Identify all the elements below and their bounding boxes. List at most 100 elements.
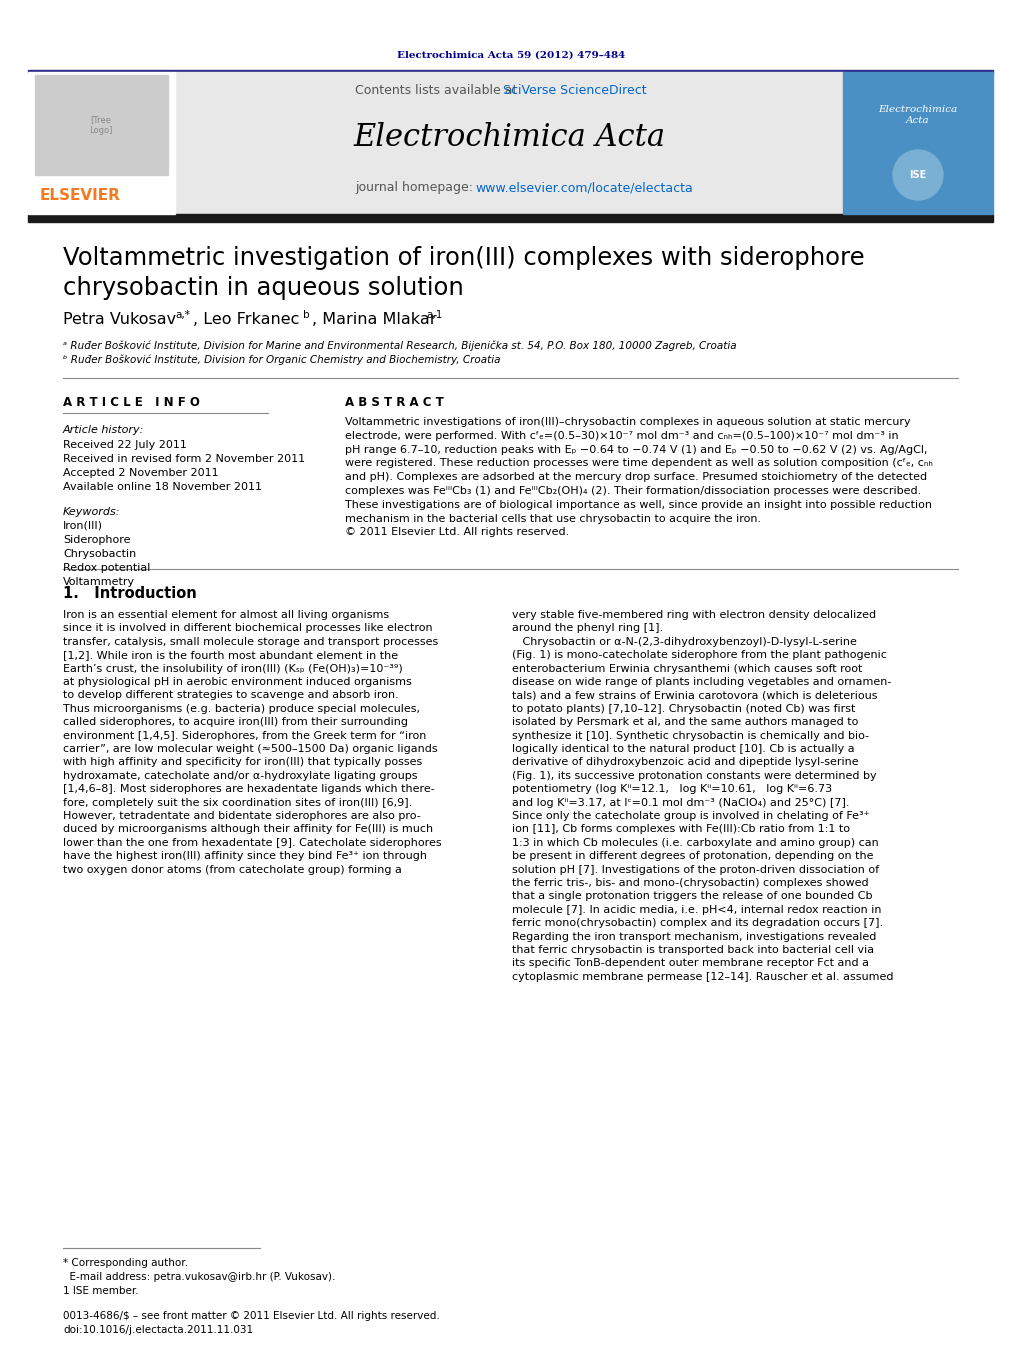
Text: lower than the one from hexadentate [9]. Catecholate siderophores: lower than the one from hexadentate [9].… <box>63 838 442 848</box>
Text: Contents lists available at: Contents lists available at <box>355 84 522 96</box>
Bar <box>843 72 993 213</box>
Bar <box>28 213 993 222</box>
Text: [1,4,6–8]. Most siderophores are hexadentate ligands which there-: [1,4,6–8]. Most siderophores are hexaden… <box>63 784 435 794</box>
Text: at physiological pH in aerobic environment induced organisms: at physiological pH in aerobic environme… <box>63 677 411 688</box>
Text: its specific TonB-dependent outer membrane receptor Fct and a: its specific TonB-dependent outer membra… <box>512 958 869 969</box>
Bar <box>28 72 175 213</box>
Text: SciVerse ScienceDirect: SciVerse ScienceDirect <box>503 84 646 96</box>
Text: very stable five-membered ring with electron density delocalized: very stable five-membered ring with elec… <box>512 611 876 620</box>
Text: E-mail address: petra.vukosav@irb.hr (P. Vukosav).: E-mail address: petra.vukosav@irb.hr (P.… <box>63 1273 335 1282</box>
Text: ᵇ Ruđer Bošković Institute, Division for Organic Chemistry and Biochemistry, Cro: ᵇ Ruđer Bošković Institute, Division for… <box>63 355 500 365</box>
Text: fore, completely suit the six coordination sites of iron(III) [6,9].: fore, completely suit the six coordinati… <box>63 797 412 808</box>
Text: A B S T R A C T: A B S T R A C T <box>345 396 444 408</box>
Text: (Fig. 1) is mono-catecholate siderophore from the plant pathogenic: (Fig. 1) is mono-catecholate siderophore… <box>512 650 887 661</box>
Text: Iron(III): Iron(III) <box>63 521 103 531</box>
Text: Received 22 July 2011: Received 22 July 2011 <box>63 440 187 450</box>
Text: (Fig. 1), its successive protonation constants were determined by: (Fig. 1), its successive protonation con… <box>512 771 877 781</box>
Text: These investigations are of biological importance as well, since provide an insi: These investigations are of biological i… <box>345 500 932 509</box>
Text: called siderophores, to acquire iron(III) from their surrounding: called siderophores, to acquire iron(III… <box>63 717 408 727</box>
Text: solution pH [7]. Investigations of the proton-driven dissociation of: solution pH [7]. Investigations of the p… <box>512 865 879 874</box>
Text: Available online 18 November 2011: Available online 18 November 2011 <box>63 482 262 492</box>
Text: around the phenyl ring [1].: around the phenyl ring [1]. <box>512 623 663 634</box>
Text: enterobacterium Erwinia chrysanthemi (which causes soft root: enterobacterium Erwinia chrysanthemi (wh… <box>512 663 863 674</box>
Text: Iron is an essential element for almost all living organisms: Iron is an essential element for almost … <box>63 611 389 620</box>
Text: a,*: a,* <box>175 309 190 320</box>
Text: chrysobactin in aqueous solution: chrysobactin in aqueous solution <box>63 276 464 300</box>
Text: and pH). Complexes are adsorbed at the mercury drop surface. Presumed stoichiome: and pH). Complexes are adsorbed at the m… <box>345 473 927 482</box>
Text: [Tree
Logo]: [Tree Logo] <box>89 115 112 135</box>
Text: * Corresponding author.: * Corresponding author. <box>63 1258 188 1269</box>
Text: that a single protonation triggers the release of one bounded Cb: that a single protonation triggers the r… <box>512 892 873 901</box>
Text: Keywords:: Keywords: <box>63 507 120 517</box>
Text: were registered. These reduction processes were time dependent as well as soluti: were registered. These reduction process… <box>345 458 933 469</box>
Text: isolated by Persmark et al, and the same authors managed to: isolated by Persmark et al, and the same… <box>512 717 859 727</box>
Text: Received in revised form 2 November 2011: Received in revised form 2 November 2011 <box>63 454 305 463</box>
Text: cytoplasmic membrane permease [12–14]. Rauscher et al. assumed: cytoplasmic membrane permease [12–14]. R… <box>512 971 893 982</box>
Text: that ferric chrysobactin is transported back into bacterial cell via: that ferric chrysobactin is transported … <box>512 944 874 955</box>
Text: potentiometry (log Kⁱⁱ=12.1,   log Kⁱⁱ=10.61,   log Kⁱⁱ=6.73: potentiometry (log Kⁱⁱ=12.1, log Kⁱⁱ=10.… <box>512 784 832 794</box>
Text: complexes was FeᴵᴵᴵCb₃ (1) and FeᴵᴵᴵCb₂(OH)₄ (2). Their formation/dissociation p: complexes was FeᴵᴵᴵCb₃ (1) and FeᴵᴵᴵCb₂(… <box>345 486 921 496</box>
Text: Siderophore: Siderophore <box>63 535 131 544</box>
Text: ELSEVIER: ELSEVIER <box>40 188 120 203</box>
Text: duced by microorganisms although their affinity for Fe(III) is much: duced by microorganisms although their a… <box>63 824 433 835</box>
Text: Chrysobactin or α-N-(2,3-dihydroxybenzoyl)-D-lysyl-L-serine: Chrysobactin or α-N-(2,3-dihydroxybenzoy… <box>512 636 857 647</box>
Text: However, tetradentate and bidentate siderophores are also pro-: However, tetradentate and bidentate side… <box>63 811 421 821</box>
Bar <box>28 70 993 73</box>
Text: synthesize it [10]. Synthetic chrysobactin is chemically and bio-: synthesize it [10]. Synthetic chrysobact… <box>512 731 869 740</box>
Text: pH range 6.7–10, reduction peaks with Eₚ −0.64 to −0.74 V (1) and Eₚ −0.50 to −0: pH range 6.7–10, reduction peaks with Eₚ… <box>345 444 927 454</box>
Text: to develop different strategies to scavenge and absorb iron.: to develop different strategies to scave… <box>63 690 399 700</box>
Text: Regarding the iron transport mechanism, investigations revealed: Regarding the iron transport mechanism, … <box>512 932 876 942</box>
Circle shape <box>893 150 943 200</box>
Text: carrier”, are low molecular weight (≈500–1500 Da) organic ligands: carrier”, are low molecular weight (≈500… <box>63 744 438 754</box>
Text: Earth’s crust, the insolubility of iron(III) (Kₛₚ (Fe(OH)₃)=10⁻³⁹): Earth’s crust, the insolubility of iron(… <box>63 663 402 674</box>
Text: mechanism in the bacterial cells that use chrysobactin to acquire the iron.: mechanism in the bacterial cells that us… <box>345 513 761 524</box>
Text: Electrochimica Acta 59 (2012) 479–484: Electrochimica Acta 59 (2012) 479–484 <box>397 50 625 59</box>
Text: Accepted 2 November 2011: Accepted 2 November 2011 <box>63 467 218 478</box>
Bar <box>175 72 843 213</box>
Text: electrode, were performed. With cᶠₑ=(0.5–30)×10⁻⁷ mol dm⁻³ and cₙₕ=(0.5–100)×10⁻: electrode, were performed. With cᶠₑ=(0.5… <box>345 431 898 440</box>
Text: www.elsevier.com/locate/electacta: www.elsevier.com/locate/electacta <box>475 181 693 195</box>
Text: 1:3 in which Cb molecules (i.e. carboxylate and amino group) can: 1:3 in which Cb molecules (i.e. carboxyl… <box>512 838 879 848</box>
Text: transfer, catalysis, small molecule storage and transport processes: transfer, catalysis, small molecule stor… <box>63 636 438 647</box>
Text: molecule [7]. In acidic media, i.e. pH<4, internal redox reaction in: molecule [7]. In acidic media, i.e. pH<4… <box>512 905 881 915</box>
Text: Since only the catecholate group is involved in chelating of Fe³⁺: Since only the catecholate group is invo… <box>512 811 870 821</box>
Text: derivative of dihydroxybenzoic acid and dipeptide lysyl-serine: derivative of dihydroxybenzoic acid and … <box>512 758 859 767</box>
Text: Petra Vukosav: Petra Vukosav <box>63 312 177 327</box>
Text: Chrysobactin: Chrysobactin <box>63 549 136 559</box>
Text: environment [1,4,5]. Siderophores, from the Greek term for “iron: environment [1,4,5]. Siderophores, from … <box>63 731 427 740</box>
Text: A R T I C L E   I N F O: A R T I C L E I N F O <box>63 396 200 408</box>
Text: with high affinity and specificity for iron(III) that typically posses: with high affinity and specificity for i… <box>63 758 423 767</box>
Text: disease on wide range of plants including vegetables and ornamen-: disease on wide range of plants includin… <box>512 677 891 688</box>
Text: Electrochimica Acta: Electrochimica Acta <box>353 123 665 154</box>
Text: ferric mono(chrysobactin) complex and its degradation occurs [7].: ferric mono(chrysobactin) complex and it… <box>512 919 883 928</box>
Text: 1.   Introduction: 1. Introduction <box>63 586 197 601</box>
Text: and log Kⁱⁱ=3.17, at Iᶜ=0.1 mol dm⁻³ (NaClO₄) and 25°C) [7].: and log Kⁱⁱ=3.17, at Iᶜ=0.1 mol dm⁻³ (Na… <box>512 797 849 808</box>
Text: , Leo Frkanec: , Leo Frkanec <box>193 312 299 327</box>
Text: b: b <box>303 309 309 320</box>
Text: 0013-4686/$ – see front matter © 2011 Elsevier Ltd. All rights reserved.: 0013-4686/$ – see front matter © 2011 El… <box>63 1310 440 1321</box>
Text: © 2011 Elsevier Ltd. All rights reserved.: © 2011 Elsevier Ltd. All rights reserved… <box>345 527 570 538</box>
Text: Article history:: Article history: <box>63 426 144 435</box>
Text: Thus microorganisms (e.g. bacteria) produce special molecules,: Thus microorganisms (e.g. bacteria) prod… <box>63 704 420 713</box>
Text: since it is involved in different biochemical processes like electron: since it is involved in different bioche… <box>63 623 433 634</box>
Text: Electrochimica
Acta: Electrochimica Acta <box>878 105 958 124</box>
Text: to potato plants) [7,10–12]. Chrysobactin (noted Cb) was first: to potato plants) [7,10–12]. Chrysobacti… <box>512 704 856 713</box>
Text: ion [11], Cb forms complexes with Fe(III):Cb ratio from 1:1 to: ion [11], Cb forms complexes with Fe(III… <box>512 824 850 835</box>
Text: ISE: ISE <box>910 170 927 180</box>
Text: Redox potential: Redox potential <box>63 563 150 573</box>
Text: Voltammetric investigation of iron(III) complexes with siderophore: Voltammetric investigation of iron(III) … <box>63 246 865 270</box>
Bar <box>35 76 168 176</box>
Text: hydroxamate, catecholate and/or α-hydroxylate ligating groups: hydroxamate, catecholate and/or α-hydrox… <box>63 771 418 781</box>
Text: a,1: a,1 <box>426 309 442 320</box>
Text: logically identical to the natural product [10]. Cb is actually a: logically identical to the natural produ… <box>512 744 855 754</box>
Text: Voltammetric investigations of iron(III)–chrysobactin complexes in aqueous solut: Voltammetric investigations of iron(III)… <box>345 417 911 427</box>
Text: doi:10.1016/j.electacta.2011.11.031: doi:10.1016/j.electacta.2011.11.031 <box>63 1325 253 1335</box>
Text: [1,2]. While iron is the fourth most abundant element in the: [1,2]. While iron is the fourth most abu… <box>63 650 398 661</box>
Text: Voltammetry: Voltammetry <box>63 577 135 586</box>
Text: ᵃ Ruđer Bošković Institute, Division for Marine and Environmental Research, Bije: ᵃ Ruđer Bošković Institute, Division for… <box>63 340 736 351</box>
Text: journal homepage:: journal homepage: <box>355 181 477 195</box>
Text: , Marina Mlakar: , Marina Mlakar <box>312 312 437 327</box>
Text: 1 ISE member.: 1 ISE member. <box>63 1286 139 1296</box>
Text: tals) and a few strains of Erwinia carotovora (which is deleterious: tals) and a few strains of Erwinia carot… <box>512 690 877 700</box>
Text: the ferric tris-, bis- and mono-(chrysobactin) complexes showed: the ferric tris-, bis- and mono-(chrysob… <box>512 878 869 888</box>
